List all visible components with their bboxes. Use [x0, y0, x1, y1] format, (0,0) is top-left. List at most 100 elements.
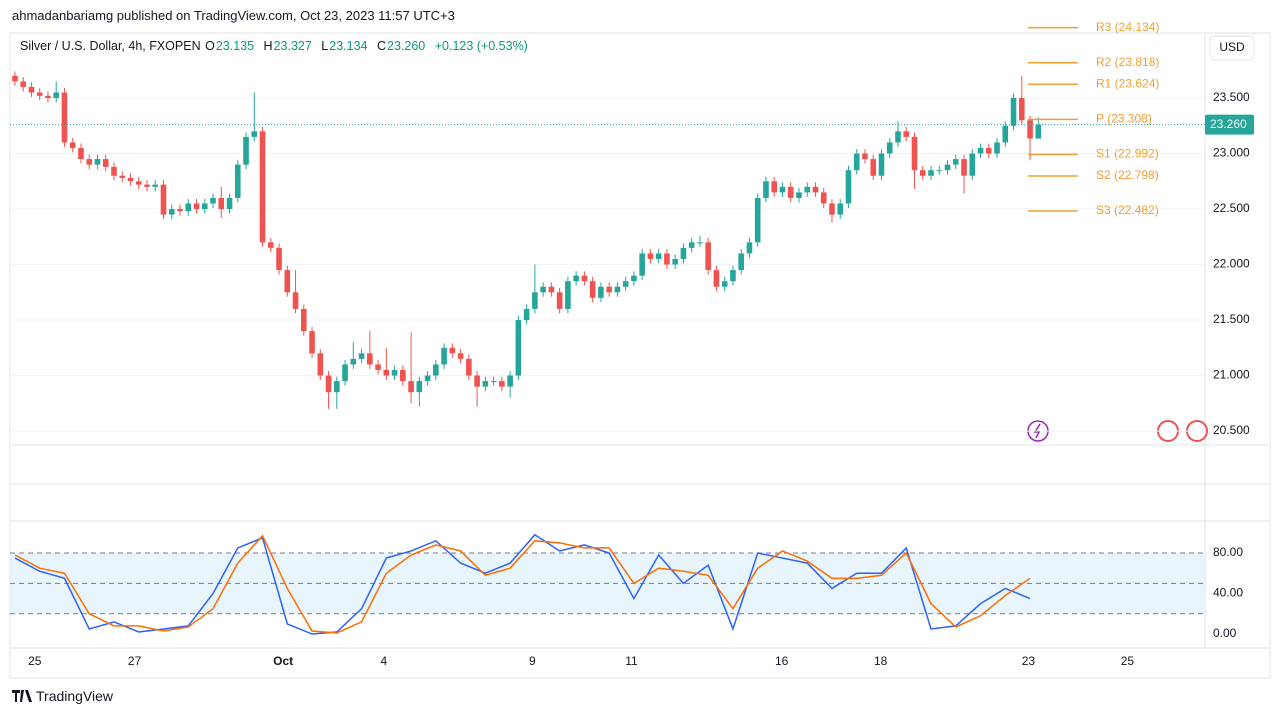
candle-body — [424, 375, 431, 382]
candle-body — [317, 353, 324, 376]
candle-body — [870, 159, 877, 176]
x-tick-label: 16 — [775, 654, 789, 668]
x-tick-label: Oct — [273, 654, 293, 668]
pivot-label: P (23.308) — [1096, 112, 1152, 126]
footer-brand: TradingView — [36, 688, 114, 704]
candle-body — [738, 253, 744, 271]
pivot-label: R1 (23.624) — [1096, 76, 1159, 90]
candle-body — [218, 197, 225, 210]
x-tick-label: 23 — [1022, 654, 1036, 668]
candle-body — [28, 86, 35, 93]
candle-body — [589, 281, 596, 298]
candle-body — [672, 258, 678, 265]
ohlc-value: 23.135 — [215, 39, 255, 53]
candle-body — [135, 181, 142, 185]
candle-body — [441, 347, 447, 365]
last-price-box — [1205, 114, 1254, 135]
currency-box[interactable] — [1209, 35, 1255, 61]
candle-body — [614, 286, 621, 293]
candle-body — [53, 92, 60, 99]
candle-body — [680, 247, 687, 259]
candle-body — [61, 92, 68, 143]
candle-body — [1018, 98, 1025, 121]
candle-body — [523, 308, 530, 321]
y-tick-label: 80.00 — [1213, 545, 1243, 559]
candle-body — [812, 186, 819, 193]
candle-body — [325, 375, 332, 393]
candle-body — [119, 175, 126, 178]
y-tick-label: 21.500 — [1213, 312, 1250, 326]
ohlc-value: 23.260 — [387, 39, 426, 53]
candle-body — [152, 184, 159, 187]
candle-body — [226, 197, 233, 210]
candle-body — [367, 353, 373, 365]
candle-body — [647, 253, 654, 259]
candle-body — [234, 164, 241, 198]
candle-body — [334, 381, 340, 393]
symbol-title: Silver / U.S. Dollar, 4h, FXOPEN — [20, 39, 201, 53]
candle-body — [688, 242, 695, 248]
candle-body — [961, 159, 967, 176]
candle-body — [532, 292, 538, 309]
pivot-label: S1 (22.992) — [1096, 147, 1159, 161]
candle-body — [45, 95, 51, 99]
y-tick-label: 21.000 — [1213, 368, 1250, 382]
candle-body — [952, 159, 959, 165]
candle-body — [391, 369, 398, 376]
candle-body — [639, 253, 645, 276]
y-tick-label: 0.00 — [1213, 626, 1237, 640]
candle-body — [565, 281, 571, 309]
candle-body — [383, 369, 390, 376]
stoch-line — [14, 534, 1031, 634]
candle-body — [292, 292, 299, 309]
candle-body — [573, 275, 579, 282]
candle-body — [944, 164, 951, 171]
x-tick-label: 11 — [625, 654, 638, 668]
candle-body — [771, 181, 778, 193]
x-tick-label: 4 — [381, 654, 388, 668]
candle-body — [490, 381, 497, 383]
x-tick-label: 25 — [28, 654, 42, 668]
candle-body — [408, 381, 414, 393]
candle-body — [787, 186, 794, 198]
candle-body — [713, 270, 720, 287]
candle-body — [466, 358, 472, 376]
candle-body — [911, 136, 918, 171]
candle-body — [837, 203, 844, 215]
candle-body — [886, 142, 893, 154]
candle-body — [168, 209, 175, 215]
candle-body — [210, 197, 216, 204]
candle-body — [482, 381, 489, 387]
candle-body — [12, 75, 18, 82]
candle-body — [499, 381, 505, 387]
candle-body — [985, 147, 992, 154]
candle-body — [259, 131, 266, 243]
pivot-label: S3 (22.482) — [1096, 203, 1159, 217]
ohlc-value: 23.134 — [329, 39, 368, 53]
candle-body — [664, 253, 670, 265]
candle-body — [201, 203, 208, 210]
candle-body — [474, 375, 480, 387]
candle-body — [746, 242, 753, 254]
y-tick-label: 40.00 — [1213, 586, 1243, 600]
candle-body — [862, 153, 868, 160]
candle-body — [1002, 125, 1009, 143]
ohlc-label: H — [263, 39, 273, 53]
candle-body — [829, 203, 835, 215]
candle-body — [845, 170, 852, 204]
currency: USD — [1219, 40, 1245, 54]
publisher-line: ahmadanbariamg published on TradingView.… — [12, 8, 455, 23]
ohlc-label: L — [321, 39, 329, 53]
x-tick-label: 18 — [874, 654, 888, 668]
candle-body — [457, 353, 464, 359]
pivot-label: R2 (23.818) — [1096, 55, 1159, 69]
candle-body — [86, 159, 93, 165]
candle-body — [309, 331, 315, 354]
pivot-label: R3 (24.134) — [1096, 20, 1159, 34]
event-icon-bolt — [1033, 423, 1041, 439]
candle-body — [94, 159, 101, 165]
candle-body — [994, 142, 1000, 154]
candle-body — [928, 170, 934, 176]
